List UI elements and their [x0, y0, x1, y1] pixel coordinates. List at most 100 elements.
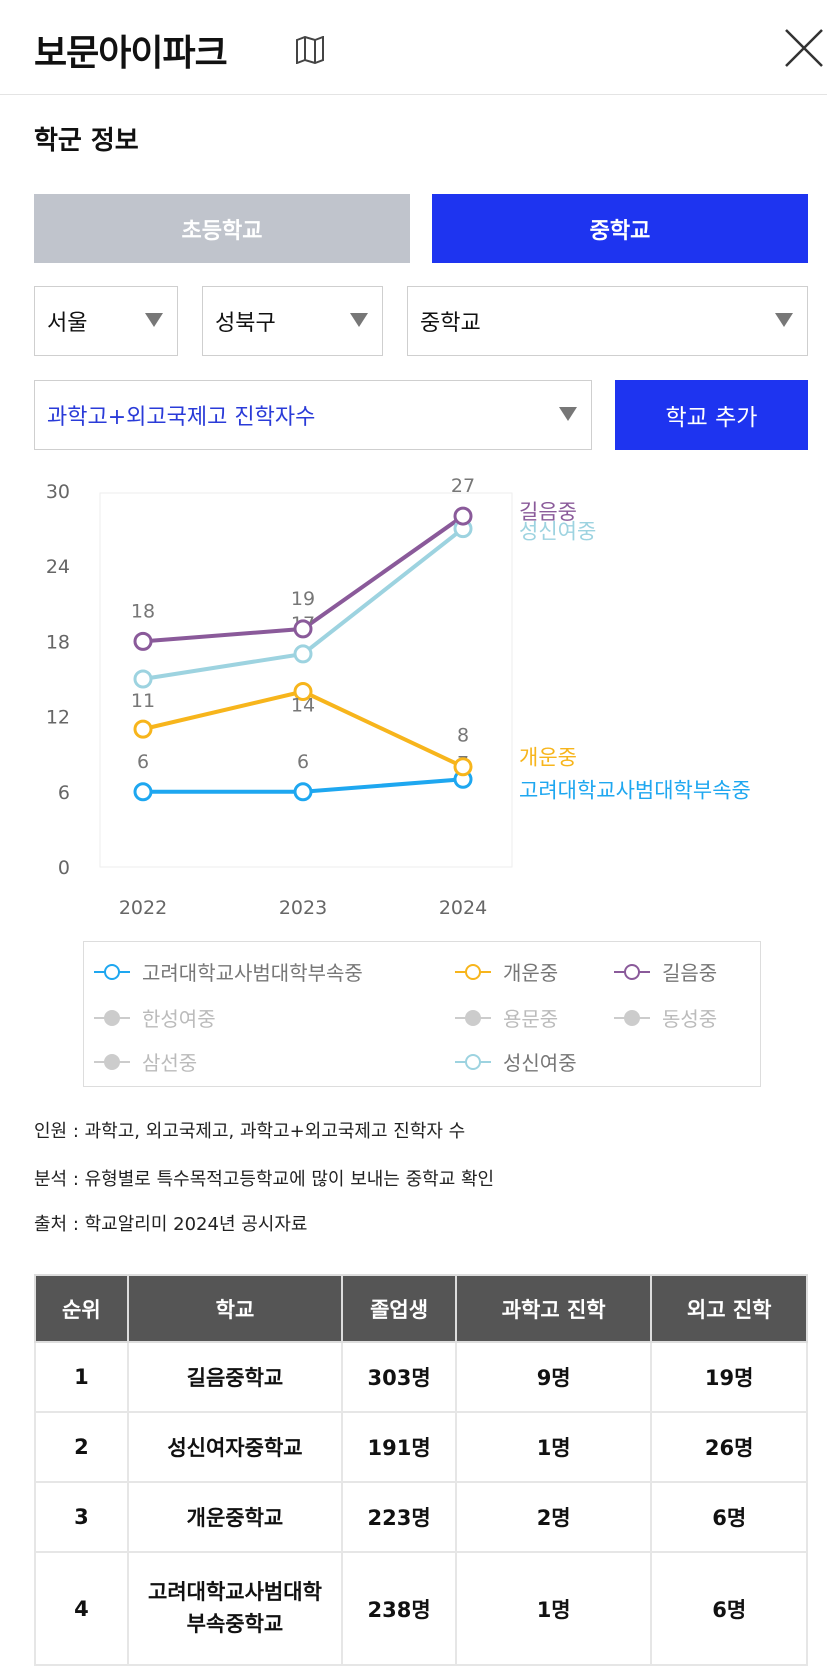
legend-label: 개운중	[503, 961, 559, 985]
series-end-label: 고려대학교사범대학부속중	[519, 778, 751, 802]
table-cell: 성신여자중학교	[126, 1411, 344, 1483]
table-cell: 1명	[454, 1551, 653, 1666]
legend-item[interactable]: 삼선중	[94, 1047, 197, 1076]
data-point	[293, 682, 313, 702]
table-cell: 19명	[650, 1341, 808, 1413]
school-type-value: 중학교	[420, 311, 481, 336]
y-tick-label: 12	[46, 707, 70, 729]
school-type-select[interactable]: 중학교	[407, 286, 808, 356]
data-point	[133, 669, 153, 689]
table-cell: 6명	[650, 1481, 808, 1553]
table-cell: 6명	[650, 1551, 808, 1666]
table-cell: 4	[34, 1551, 129, 1666]
y-tick-label: 6	[58, 782, 70, 804]
tab-middle[interactable]: 중학교	[432, 194, 808, 263]
x-tick-label: 2023	[279, 897, 327, 919]
data-label: 18	[131, 600, 155, 622]
region-value: 서울	[47, 311, 88, 336]
map-icon[interactable]	[295, 36, 325, 64]
data-point	[133, 631, 153, 651]
table-cell: 1명	[454, 1411, 653, 1483]
legend-marker-icon	[455, 963, 491, 980]
table-cell: 223명	[341, 1481, 457, 1553]
col-science: 과학고 진학	[454, 1274, 653, 1343]
ranking-table: 순위 학교 졸업생 과학고 진학 외고 진학 1 길음중학교 303명 9명 19명 2 성…	[34, 1274, 808, 1666]
district-value: 성북구	[215, 311, 276, 336]
tab-elementary[interactable]: 초등학교	[34, 194, 410, 263]
legend-marker-disabled-icon	[614, 1009, 650, 1026]
table-row: 4 고려대학교사범대학부속중학교 238명 1명 6명	[34, 1551, 808, 1666]
divider	[0, 94, 827, 95]
col-school: 학교	[126, 1274, 344, 1343]
legend-item[interactable]: 고려대학교사범대학부속중	[94, 957, 363, 986]
data-label: 14	[291, 695, 315, 717]
table-cell: 3	[34, 1481, 129, 1553]
table-cell: 고려대학교사범대학부속중학교	[126, 1551, 344, 1666]
table-cell: 303명	[341, 1341, 457, 1413]
y-tick-label: 0	[58, 857, 70, 879]
table-header: 순위 학교 졸업생 과학고 진학 외고 진학	[34, 1274, 808, 1343]
metric-select[interactable]: 과학고+외고국제고 진학자수	[34, 380, 592, 450]
table-row: 3 개운중학교 223명 2명 6명	[34, 1481, 808, 1553]
data-point	[293, 619, 313, 639]
table-cell: 2	[34, 1411, 129, 1483]
y-tick-label: 18	[46, 631, 70, 653]
legend-label: 성신여중	[503, 1051, 577, 1075]
region-select[interactable]: 서울	[34, 286, 178, 356]
legend-marker-disabled-icon	[455, 1009, 491, 1026]
legend-label: 동성중	[662, 1007, 718, 1031]
data-point	[133, 719, 153, 739]
x-tick-label: 2022	[119, 897, 167, 919]
section-title: 학군 정보	[34, 126, 139, 156]
line-chart: 06121824302022202320241766711148181927성신…	[46, 475, 751, 919]
table-cell: 1	[34, 1341, 129, 1413]
dropdown-arrow-icon	[145, 313, 163, 327]
district-select[interactable]: 성북구	[202, 286, 383, 356]
dropdown-arrow-icon	[559, 407, 577, 421]
table-cell: 238명	[341, 1551, 457, 1666]
col-graduates: 졸업생	[341, 1274, 457, 1343]
data-label: 6	[297, 751, 309, 773]
legend-item[interactable]: 한성여중	[94, 1003, 216, 1032]
legend-marker-icon	[94, 963, 130, 980]
table-row: 1 길음중학교 303명 9명 19명	[34, 1341, 808, 1413]
legend-item[interactable]: 길음중	[614, 957, 717, 986]
data-point	[293, 644, 313, 664]
data-label: 11	[131, 690, 155, 712]
legend-item[interactable]: 성신여중	[455, 1047, 577, 1076]
plot-area	[99, 492, 513, 868]
note-people: 인원 : 과학고, 외고국제고, 과학고+외고국제고 진학자 수	[34, 1121, 466, 1142]
dropdown-arrow-icon	[350, 313, 368, 327]
legend-label: 길음중	[662, 961, 718, 985]
legend-item[interactable]: 동성중	[614, 1003, 717, 1032]
data-label: 8	[457, 725, 469, 747]
x-tick-label: 2024	[439, 897, 487, 919]
legend-label: 고려대학교사범대학부속중	[142, 961, 363, 985]
table-cell: 26명	[650, 1411, 808, 1483]
table-cell: 191명	[341, 1411, 457, 1483]
data-label: 27	[451, 475, 475, 497]
add-school-button[interactable]: 학교 추가	[615, 380, 808, 450]
legend-marker-icon	[614, 963, 650, 980]
table-cell: 2명	[454, 1481, 653, 1553]
dropdown-arrow-icon	[775, 313, 793, 327]
table-row: 2 성신여자중학교 191명 1명 26명	[34, 1411, 808, 1483]
legend-item[interactable]: 용문중	[455, 1003, 558, 1032]
legend-item[interactable]: 개운중	[455, 957, 558, 986]
col-foreign: 외고 진학	[650, 1274, 808, 1343]
note-analysis: 분석 : 유형별로 특수목적고등학교에 많이 보내는 중학교 확인	[34, 1169, 495, 1190]
data-point	[293, 782, 313, 802]
close-icon[interactable]	[782, 26, 826, 70]
data-point	[453, 506, 473, 526]
y-tick-label: 30	[46, 481, 70, 503]
metric-value: 과학고+외고국제고 진학자수	[47, 405, 316, 430]
note-source: 출처 : 학교알리미 2024년 공시자료	[34, 1214, 308, 1235]
y-tick-label: 24	[46, 556, 70, 578]
series-end-label: 성신여중	[519, 520, 596, 544]
data-point	[133, 782, 153, 802]
series-end-label: 길음중	[519, 500, 577, 524]
legend-marker-disabled-icon	[94, 1053, 130, 1070]
legend-marker-disabled-icon	[94, 1009, 130, 1026]
table-cell: 길음중학교	[126, 1341, 344, 1413]
